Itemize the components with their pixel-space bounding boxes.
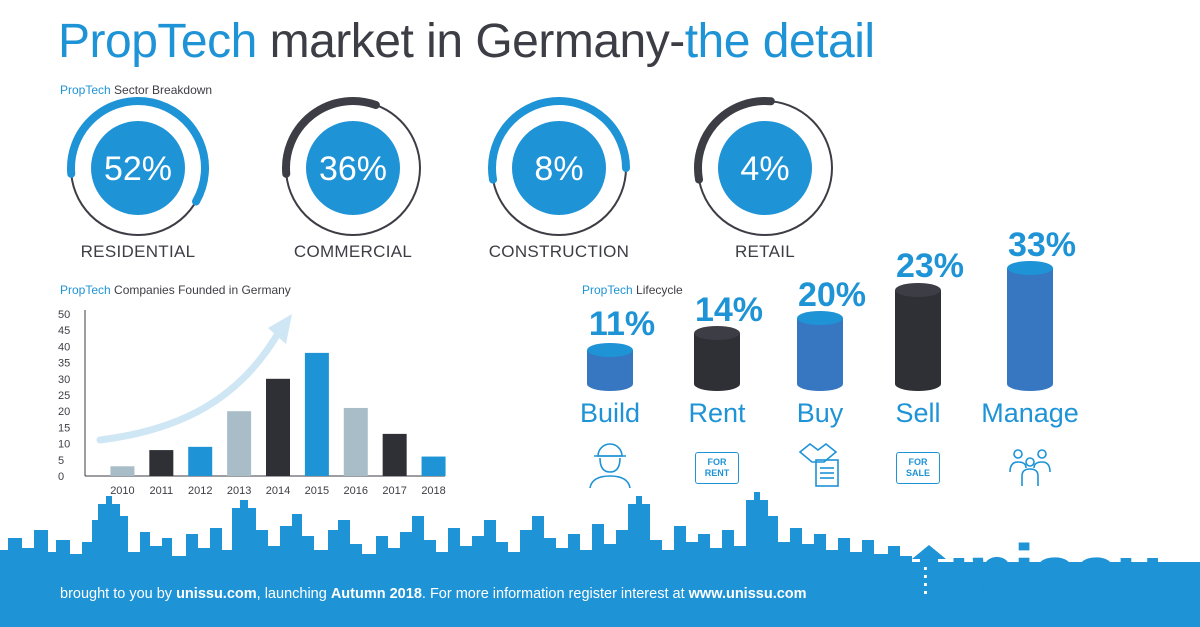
y-tick-label: 25 <box>58 390 70 402</box>
cylinder-top <box>797 311 843 325</box>
bar-2016 <box>343 407 368 476</box>
growth-arrow <box>96 326 284 444</box>
donut-arc <box>694 97 775 184</box>
donut-label-construction: CONSTRUCTION <box>488 242 630 261</box>
x-tick-label: 2018 <box>421 485 445 497</box>
bar-2018 <box>421 456 446 476</box>
x-tick-label: 2012 <box>188 485 212 497</box>
donut-commercial: 36% <box>282 97 421 236</box>
donut-construction: 8% <box>488 97 630 236</box>
y-tick-label: 50 <box>58 309 70 321</box>
donut-percent: 4% <box>740 150 789 188</box>
donut-percent: 36% <box>319 150 387 188</box>
y-tick-label: 40 <box>58 341 70 353</box>
lifecycle-percent-manage: 33% <box>1007 226 1077 264</box>
logo-building-icon <box>912 545 946 615</box>
donut-label-residential: RESIDENTIAL <box>80 242 196 261</box>
footer-link-www[interactable]: www.unissu.com <box>688 586 807 602</box>
donut-center <box>512 121 606 215</box>
footer-link-unissu[interactable]: unissu.com <box>176 586 257 602</box>
bar-2017 <box>382 433 407 476</box>
lifecycle-cylinder-sell <box>895 283 941 391</box>
donut-percent: 52% <box>104 150 172 188</box>
footer-text: brought to you by unissu.com, launching … <box>60 586 807 602</box>
sign-text: FOR <box>908 457 928 467</box>
cylinder-body <box>1007 268 1053 391</box>
lifecycle-name-build: Build <box>579 398 641 428</box>
donut-arc <box>282 97 380 178</box>
sector-breakdown-label: PropTech Sector Breakdown <box>60 83 213 97</box>
lifecycle-cylinder-rent <box>694 326 740 391</box>
y-tick-label: 30 <box>58 374 70 386</box>
companies-founded-label: PropTech Companies Founded in Germany <box>60 283 291 297</box>
bar-2010 <box>110 466 135 476</box>
x-tick-label: 2013 <box>227 485 251 497</box>
lifecycle-percent-build: 11% <box>588 305 656 343</box>
cylinder-top <box>694 326 740 340</box>
lifecycle-name-sell: Sell <box>895 398 941 428</box>
bar-2012 <box>188 446 213 476</box>
lifecycle-cylinder-build <box>587 343 633 391</box>
donut-center <box>306 121 400 215</box>
growth-arrow-head <box>268 314 292 344</box>
people-group-icon <box>1009 449 1051 486</box>
lifecycle-name-manage: Manage <box>981 398 1079 428</box>
title-middle: market in Germany- <box>256 15 686 68</box>
donut-residential: 52% <box>67 97 209 236</box>
bar-2013 <box>227 411 252 476</box>
unissu-logo: unissu <box>922 528 1163 616</box>
bar-2014 <box>266 378 290 476</box>
y-tick-label: 5 <box>58 455 64 467</box>
city-skyline <box>0 492 1200 627</box>
donut-percent: 8% <box>534 150 583 188</box>
donut-arc <box>488 97 630 184</box>
cylinder-body <box>694 333 740 391</box>
title-detail: the detail <box>684 15 875 68</box>
y-tick-label: 0 <box>58 471 64 483</box>
x-tick-label: 2011 <box>150 485 174 497</box>
page-title: PropTech market in Germany-the detail <box>58 10 875 74</box>
y-tick-label: 20 <box>58 406 70 418</box>
sign-text: FOR <box>707 457 727 467</box>
y-tick-label: 35 <box>58 358 70 370</box>
cylinder-top <box>1007 261 1053 275</box>
y-tick-label: 10 <box>58 439 70 451</box>
x-tick-label: 2017 <box>382 485 406 497</box>
cylinder-top <box>895 283 941 297</box>
donut-center <box>718 121 812 215</box>
title-proptech: PropTech <box>58 15 257 68</box>
donut-arc <box>67 97 209 206</box>
for-sale-sign-icon: FOR SALE <box>896 452 940 484</box>
y-tick-label: 45 <box>58 325 70 337</box>
sign-text: SALE <box>905 468 930 478</box>
y-tick-label: 15 <box>58 422 70 434</box>
donut-center <box>91 121 185 215</box>
builder-icon <box>589 443 631 488</box>
lifecycle-label: PropTech Lifecycle <box>582 283 683 297</box>
donut-label-retail: RETAIL <box>734 242 796 261</box>
lifecycle-name-rent: Rent <box>688 398 746 428</box>
bar-2011 <box>149 450 174 476</box>
companies-founded-chart: 0 5 10 15 20 25 30 35 40 45 50 2010 2011 2012 2013 2014… <box>58 309 446 497</box>
lifecycle-percent-sell: 23% <box>895 247 965 285</box>
x-tick-label: 2014 <box>266 485 290 497</box>
cylinder-top <box>587 343 633 357</box>
x-tick-label: 2010 <box>110 485 134 497</box>
cylinder-body <box>797 318 843 391</box>
x-tick-label: 2015 <box>305 485 329 497</box>
cylinder-body <box>895 290 941 391</box>
handshake-contract-icon <box>798 442 839 487</box>
donut-label-commercial: COMMERCIAL <box>293 242 413 261</box>
lifecycle-percent-buy: 20% <box>797 276 867 314</box>
lifecycle-cylinder-buy <box>797 311 843 391</box>
lifecycle-cylinder-manage <box>1007 261 1053 391</box>
donut-retail: 4% <box>694 97 833 236</box>
for-rent-sign-icon: FOR RENT <box>695 452 739 484</box>
bar-2015 <box>304 352 329 476</box>
lifecycle-name-buy: Buy <box>796 398 844 428</box>
cylinder-body <box>587 350 633 391</box>
sign-text: RENT <box>704 468 730 478</box>
x-tick-label: 2016 <box>344 485 368 497</box>
lifecycle-percent-rent: 14% <box>694 291 764 329</box>
